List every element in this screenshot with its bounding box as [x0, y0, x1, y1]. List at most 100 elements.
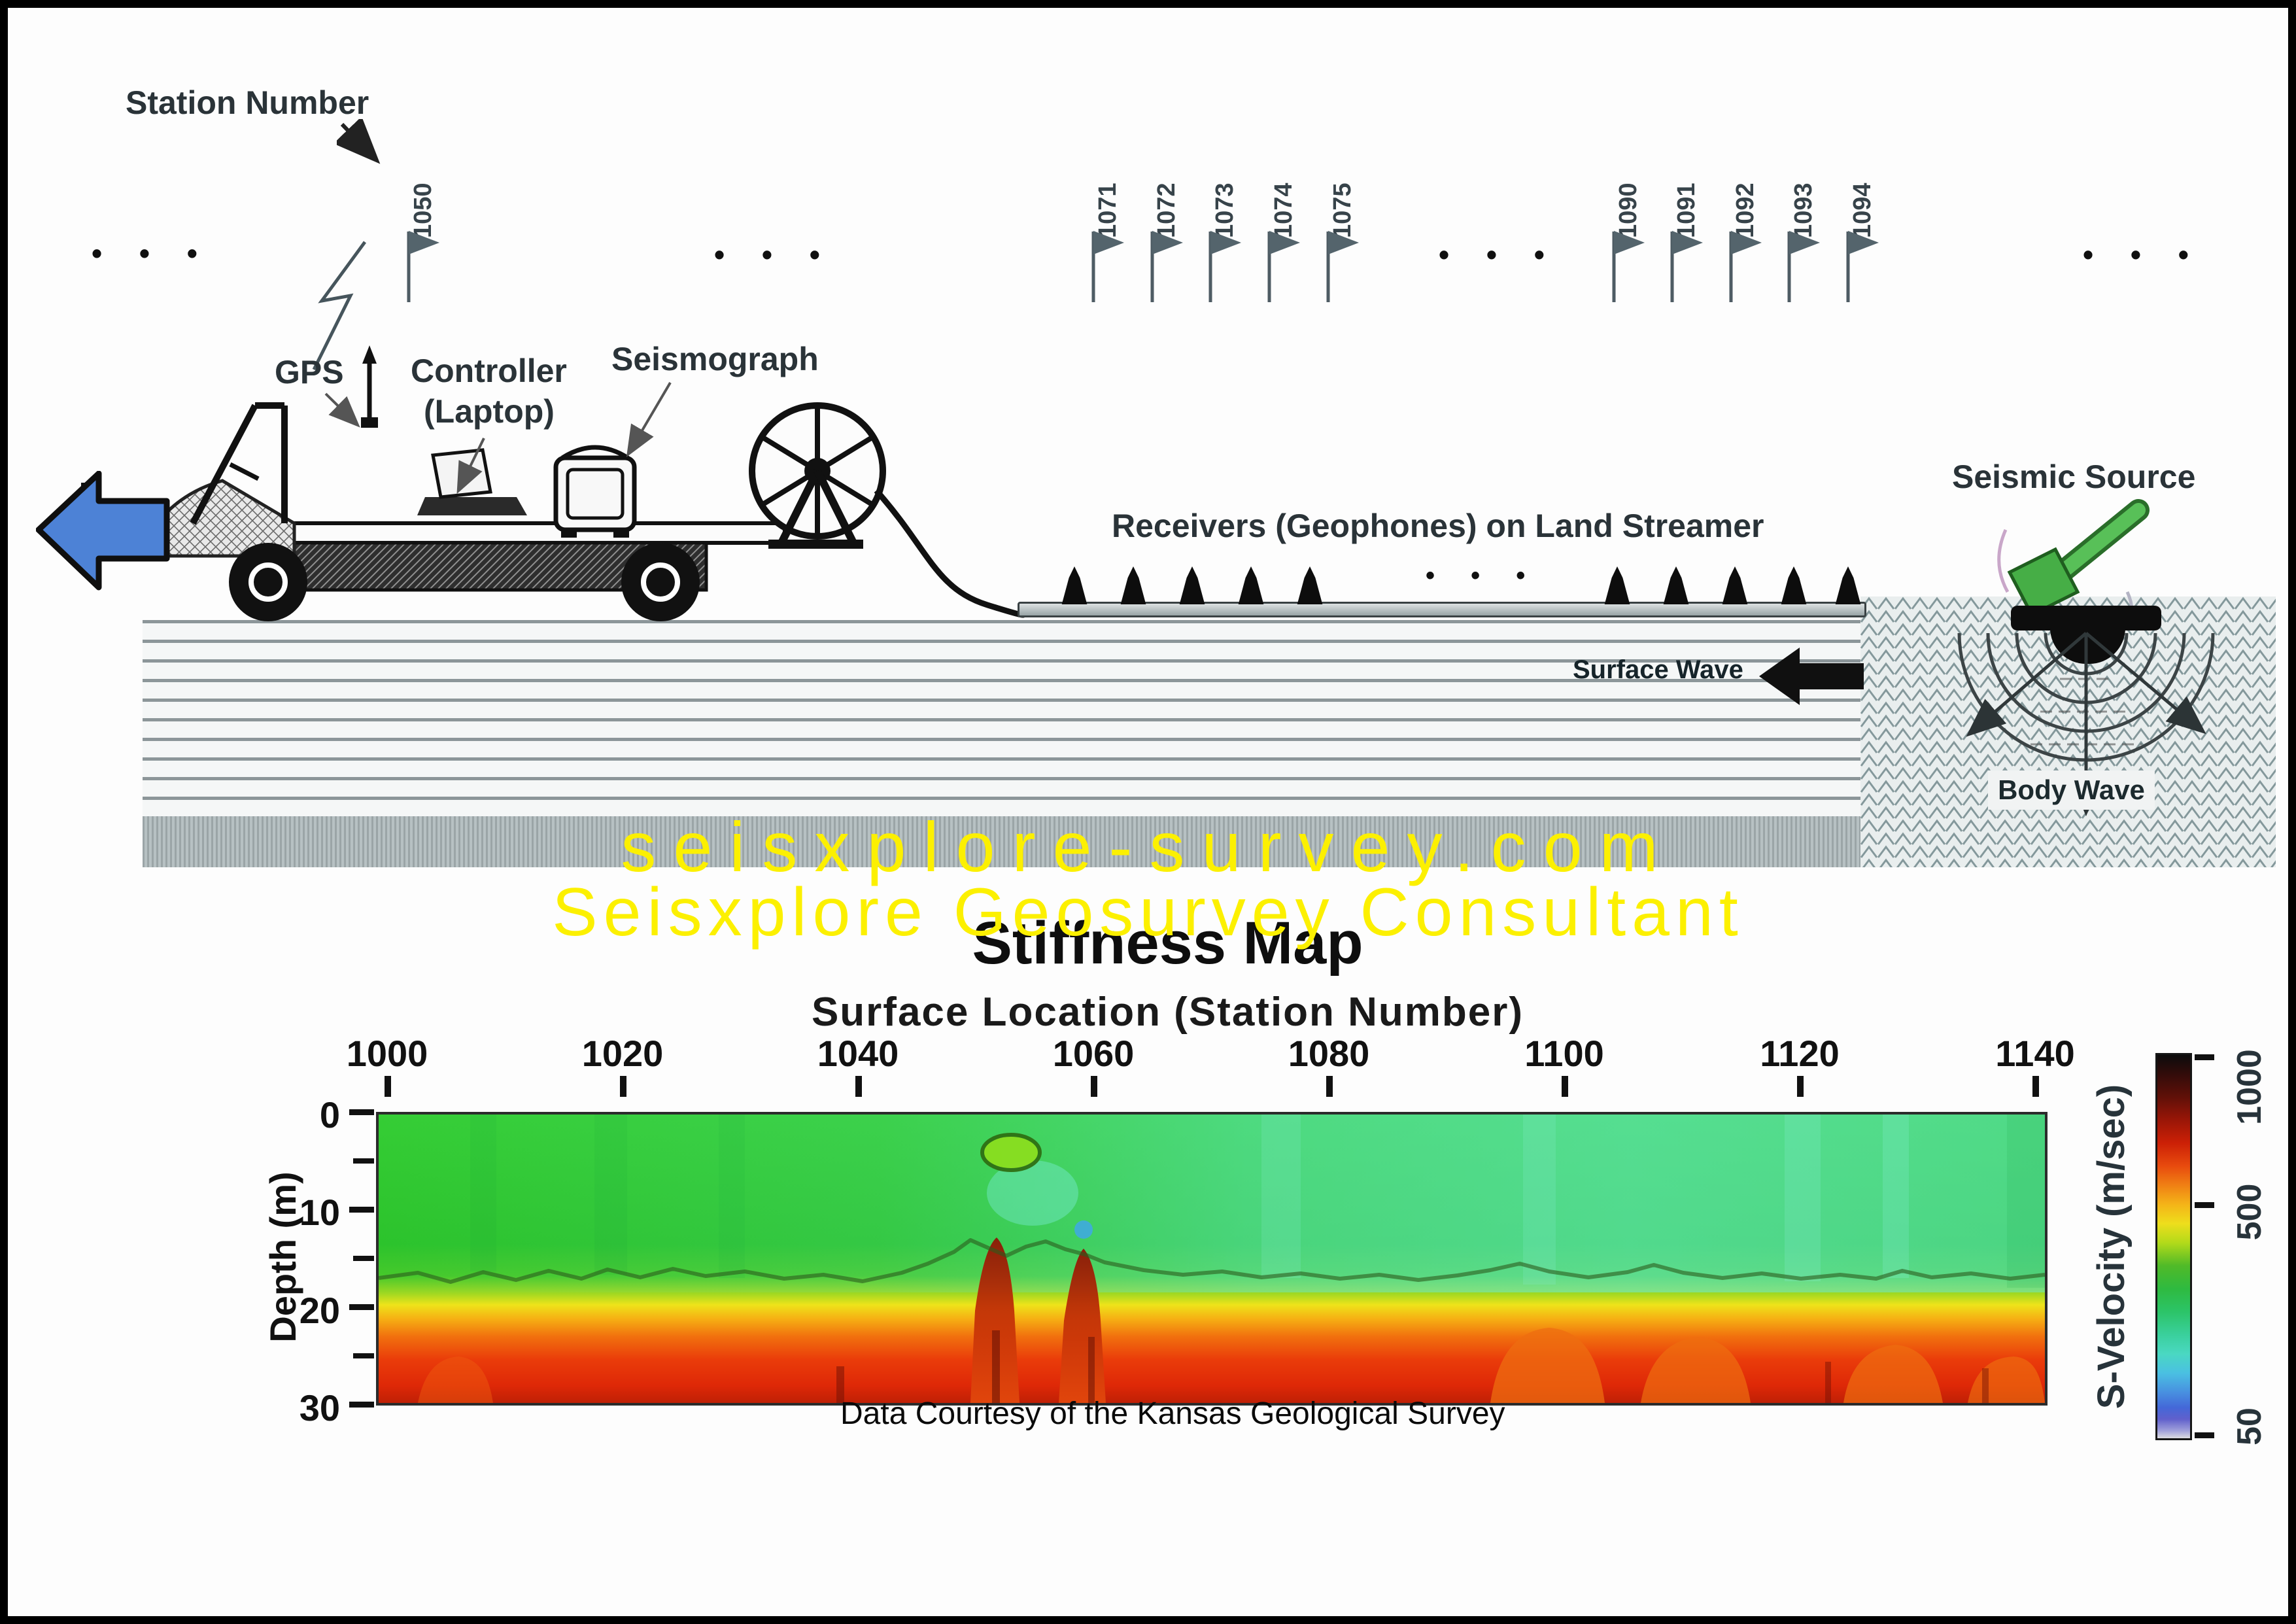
station-flag-label: 1092 — [1732, 182, 1759, 238]
x-tick-label: 1060 — [1052, 1033, 1135, 1074]
station-flag-label: 1071 — [1094, 182, 1122, 238]
station-flag-1092: 1092 — [1726, 145, 1805, 309]
geophone-icon — [1604, 566, 1630, 604]
flag-icon — [1208, 231, 1241, 302]
ellipsis-dots: • • • — [1426, 561, 1540, 590]
surface-wave-label: Surface Wave — [1573, 655, 1743, 684]
x-tick-label: 1120 — [1760, 1033, 1840, 1074]
geophone-icon — [1297, 566, 1323, 604]
y-tick-label: 20 — [299, 1290, 340, 1331]
geophone-icon — [1663, 566, 1689, 604]
y-tick-mark — [349, 1109, 374, 1115]
station-flag-label: 1091 — [1673, 182, 1700, 238]
flag-icon — [1787, 231, 1820, 302]
station-number-arrow — [337, 119, 381, 164]
x-tick-mark — [385, 1076, 391, 1097]
station-flag-1091: 1091 — [1668, 145, 1746, 309]
controller-label-line1: Controller — [411, 353, 567, 389]
y-tick-mark-minor — [353, 1256, 374, 1261]
y-tick-mark-minor — [353, 1353, 374, 1358]
station-flag-1072: 1072 — [1148, 145, 1226, 309]
x-axis-label: Surface Location (Station Number) — [811, 990, 1524, 1035]
gps-signal-icon — [312, 241, 367, 371]
wheel — [621, 543, 700, 621]
x-tick-label: 1000 — [346, 1033, 428, 1074]
flag-icon — [407, 231, 439, 302]
ellipsis-dots: • • • — [2083, 237, 2203, 271]
y-tick-label: 0 — [319, 1094, 340, 1135]
station-flag-label: 1093 — [1790, 182, 1817, 238]
land-streamer — [1018, 602, 1866, 617]
colorbar-tick-mark — [2195, 1054, 2214, 1060]
station-flag-label: 1094 — [1849, 182, 1876, 238]
travel-direction-arrow-icon — [36, 471, 170, 591]
station-number-label: Station Number — [126, 84, 369, 121]
layered-ground-texture — [143, 620, 1860, 816]
station-flag-label: 1075 — [1329, 182, 1356, 238]
strike-plate — [2011, 606, 2161, 631]
chart-title: Stiffness Map — [972, 910, 1363, 976]
geophone-icon — [1120, 566, 1146, 604]
x-tick-mark — [1091, 1076, 1097, 1097]
flag-icon — [1150, 231, 1183, 302]
seismic-source-label: Seismic Source — [1952, 458, 2196, 495]
station-flag-1094: 1094 — [1843, 145, 1922, 309]
watermark-line1: seisxplore-survey.com — [621, 807, 1675, 886]
ellipsis-dots: • • • — [714, 237, 834, 271]
station-flag-label: 1090 — [1615, 182, 1642, 238]
controller-label-line2: (Laptop) — [424, 393, 555, 430]
wheel — [229, 543, 307, 621]
colorbar-tick-mark — [2195, 1432, 2214, 1438]
flag-icon — [1612, 231, 1645, 302]
y-tick-label: 10 — [299, 1192, 340, 1233]
station-flag-label: 1073 — [1211, 182, 1239, 238]
x-tick-label: 1080 — [1288, 1033, 1370, 1074]
laptop-controller — [417, 497, 527, 515]
x-tick-label: 1100 — [1524, 1033, 1604, 1074]
colorbar — [2155, 1053, 2192, 1440]
ellipsis-dots: • • • — [1439, 237, 1559, 271]
geophone-icon — [1722, 566, 1748, 604]
station-flag-1073: 1073 — [1206, 145, 1284, 309]
station-flag-1050: 1050 — [404, 145, 483, 309]
body-wave-label: Body Wave — [1988, 770, 2155, 810]
surface-wave-arrow-icon — [1759, 648, 1864, 705]
y-tick-label: 30 — [299, 1387, 340, 1428]
y-tick-mark — [349, 1304, 374, 1310]
seismograph-unit — [553, 455, 637, 532]
station-flag-1093: 1093 — [1785, 145, 1863, 309]
geophone-icon — [1179, 566, 1205, 604]
flag-icon — [1091, 231, 1124, 302]
flag-icon — [1729, 231, 1762, 302]
body-wavefronts — [1957, 632, 2215, 816]
flag-icon — [1326, 231, 1359, 302]
flag-icon — [1670, 231, 1703, 302]
watermark-line2: Seisxplore Geosurvey Consultant — [552, 874, 1744, 950]
colorbar-tick-mark — [2195, 1202, 2214, 1208]
x-tick-mark — [855, 1076, 862, 1097]
x-tick-mark — [620, 1076, 626, 1097]
x-tick-label: 1040 — [817, 1033, 899, 1074]
stiffness-map-plot — [376, 1112, 2048, 1406]
flag-icon — [1846, 231, 1879, 302]
data-credit: Data Courtesy of the Kansas Geological S… — [840, 1396, 1505, 1431]
colorbar-tick-label: 50 — [2231, 1408, 2269, 1445]
colorbar-label: S-Velocity (m/sec) — [2090, 1084, 2133, 1409]
x-tick-mark — [1326, 1076, 1333, 1097]
stiffness-heatmap — [379, 1114, 2045, 1403]
y-tick-mark-minor — [353, 1158, 374, 1164]
flag-icon — [1267, 231, 1300, 302]
geophone-icon — [1781, 566, 1807, 604]
y-axis-label: Depth (m) — [262, 1171, 303, 1343]
station-flag-label: 1074 — [1270, 182, 1297, 238]
geophone-icon — [1061, 566, 1088, 604]
x-tick-mark — [1562, 1076, 1568, 1097]
geophone-icon — [1238, 566, 1264, 604]
seismograph-label: Seismograph — [611, 341, 819, 377]
tow-cable — [874, 489, 1027, 618]
x-tick-label: 1020 — [581, 1033, 664, 1074]
y-tick-mark — [349, 1402, 374, 1408]
station-flag-1075: 1075 — [1324, 145, 1402, 309]
ellipsis-dots: • • • — [92, 236, 212, 270]
